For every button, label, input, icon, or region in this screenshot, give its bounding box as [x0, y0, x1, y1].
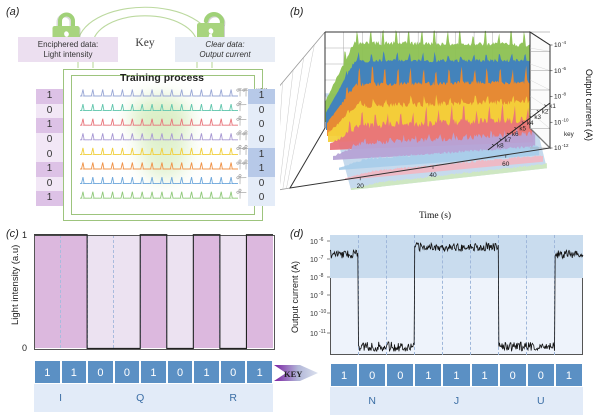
svg-text:10: 10: [310, 311, 318, 318]
svg-text:k7: k7: [504, 137, 511, 144]
svg-text:20: 20: [357, 183, 365, 190]
svg-text:KEY: KEY: [284, 369, 302, 379]
svg-text:10: 10: [554, 94, 562, 101]
svg-text:40: 40: [429, 172, 437, 179]
svg-text:key: key: [564, 131, 575, 138]
svg-text:-12: -12: [562, 143, 569, 148]
svg-text:-4: -4: [562, 40, 566, 45]
svg-text:10: 10: [554, 119, 562, 126]
svg-text:k1: k1: [549, 103, 556, 110]
svg-text:k2: k2: [542, 108, 549, 115]
svg-text:-10: -10: [319, 309, 326, 315]
svg-text:60: 60: [502, 161, 510, 168]
svg-text:10: 10: [310, 293, 318, 300]
svg-text:10: 10: [554, 145, 562, 152]
svg-text:-8: -8: [562, 92, 566, 97]
svg-text:k5: k5: [519, 125, 526, 132]
svg-text:-9: -9: [319, 291, 324, 297]
svg-text:-11: -11: [319, 329, 326, 335]
svg-text:-6: -6: [319, 237, 324, 243]
svg-text:-7: -7: [319, 255, 324, 261]
svg-text:10: 10: [554, 68, 562, 75]
svg-text:10: 10: [310, 331, 318, 338]
svg-text:Key: Key: [135, 37, 154, 49]
svg-text:-10: -10: [562, 117, 569, 122]
svg-text:10: 10: [554, 42, 562, 49]
svg-text:k6: k6: [512, 131, 519, 138]
svg-text:10: 10: [310, 239, 318, 246]
svg-text:-6: -6: [562, 66, 566, 71]
svg-text:Time (s): Time (s): [419, 210, 451, 221]
svg-text:k3: k3: [534, 114, 541, 121]
svg-text:k4: k4: [527, 120, 534, 127]
svg-text:10: 10: [310, 257, 318, 264]
svg-text:k8: k8: [497, 142, 504, 149]
svg-text:10: 10: [310, 275, 318, 282]
svg-text:-8: -8: [319, 273, 324, 279]
svg-text:Output current (A): Output current (A): [584, 69, 594, 141]
